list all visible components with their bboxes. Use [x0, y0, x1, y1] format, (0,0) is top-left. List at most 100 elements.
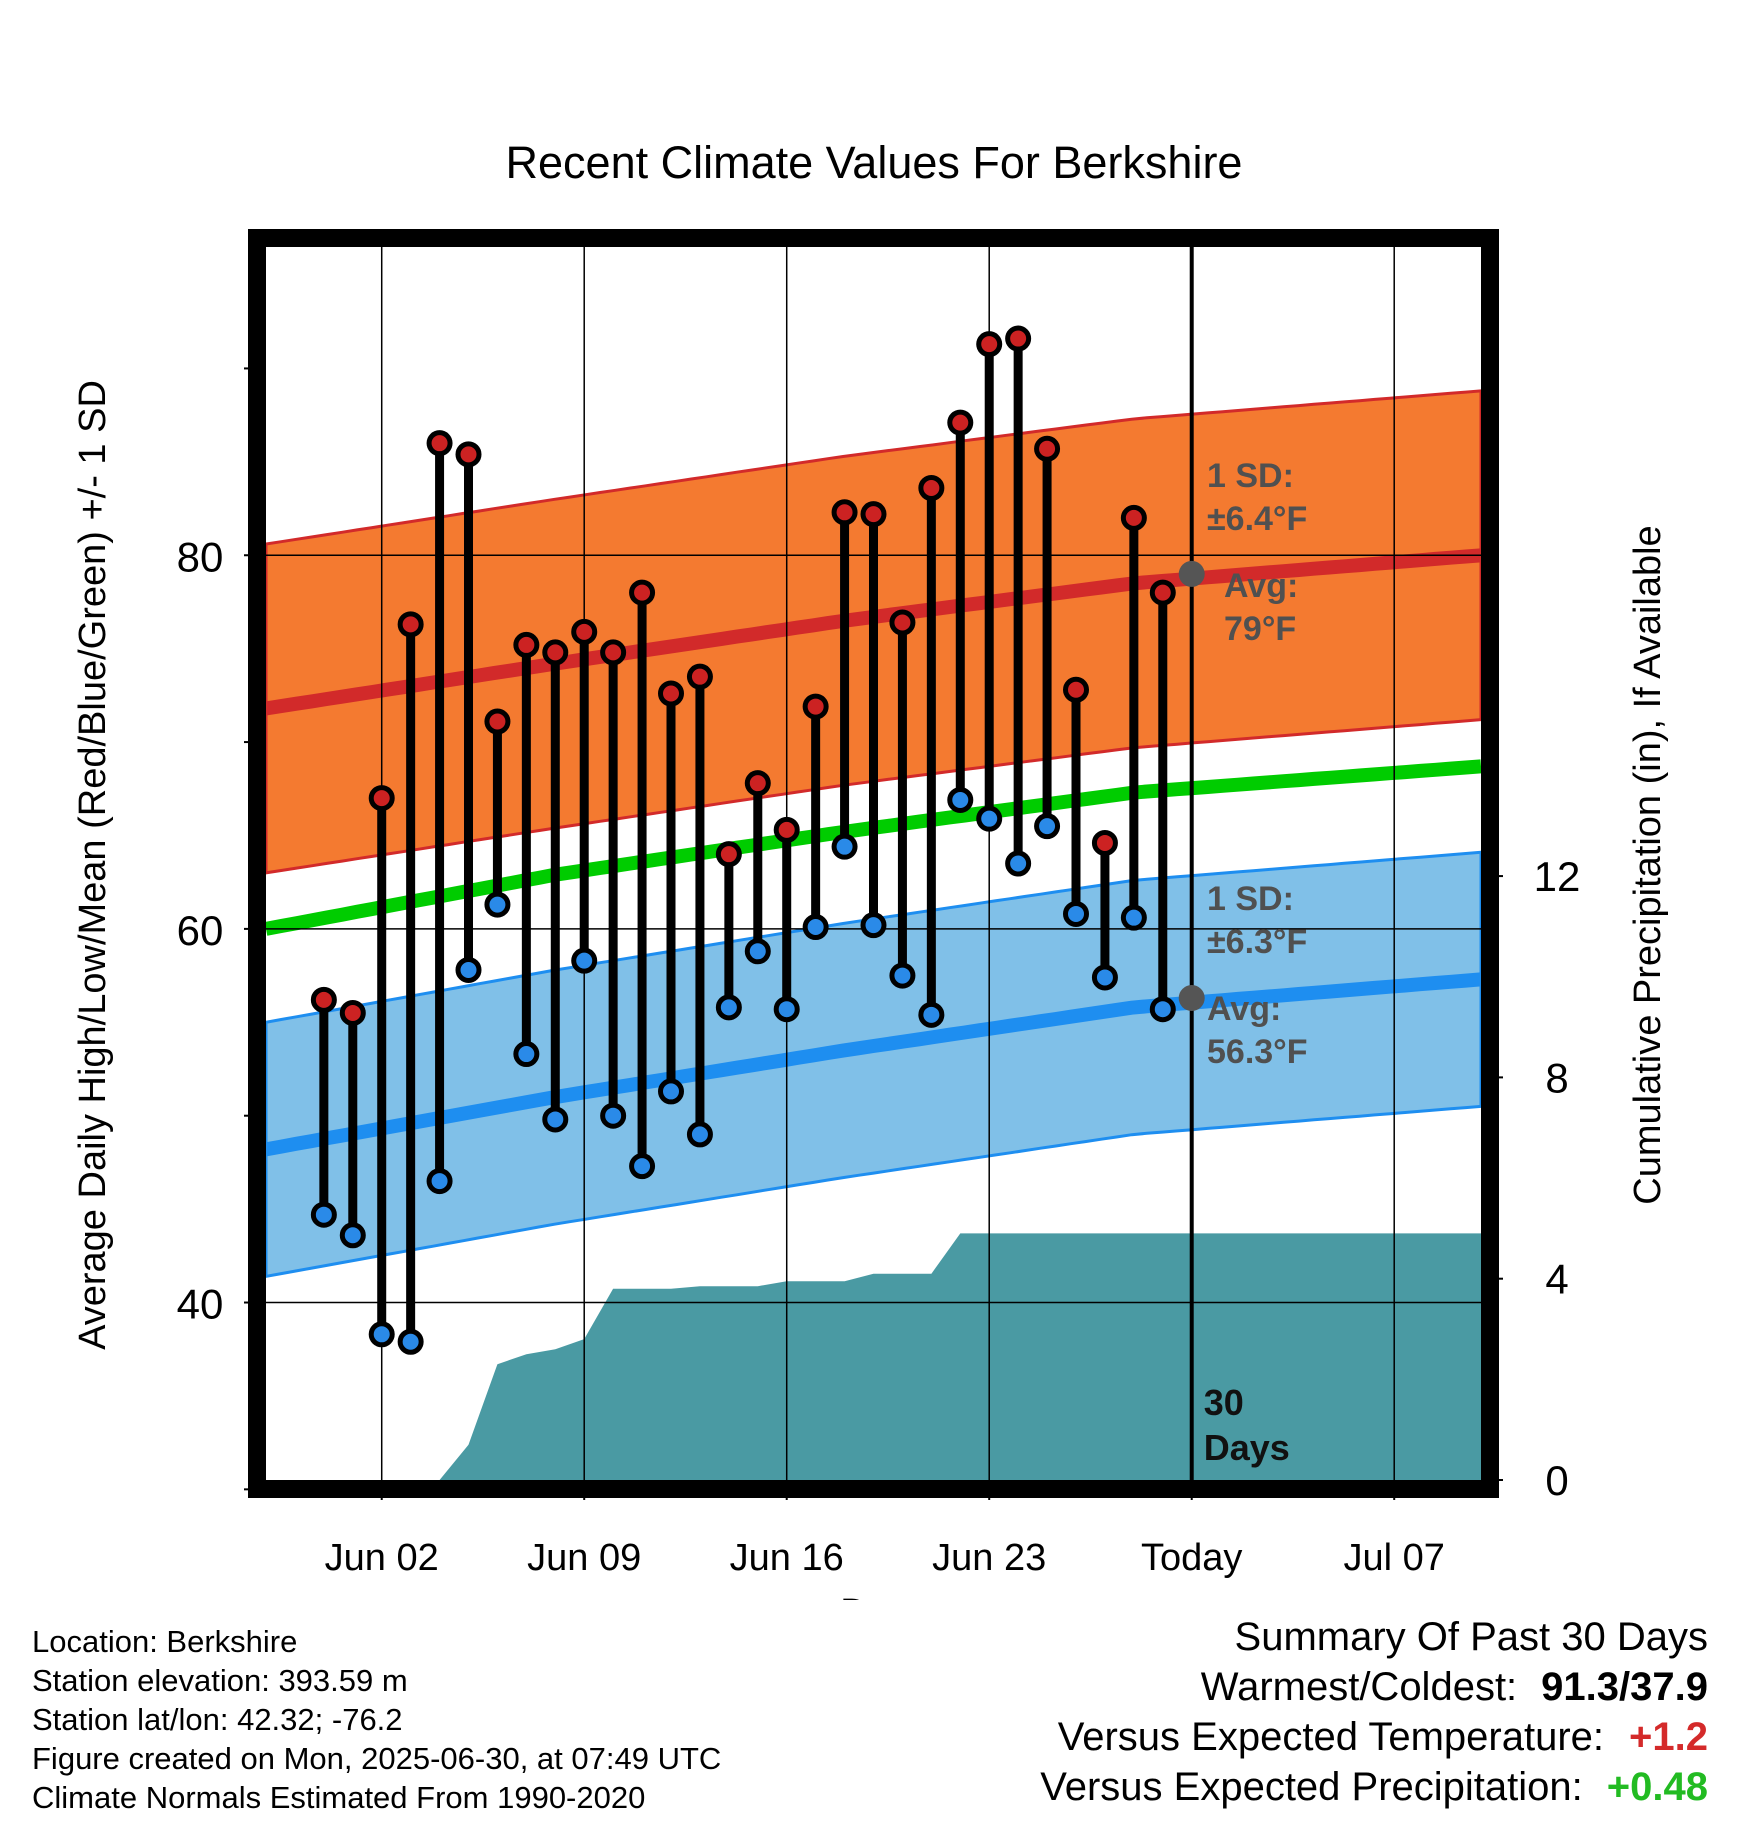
precip-label: Versus Expected Precipitation: — [1040, 1765, 1583, 1809]
y-right-tick-label: 0 — [1545, 1457, 1568, 1504]
daily-low-point — [744, 938, 771, 965]
daily-low-point — [918, 1001, 945, 1028]
daily-low-point — [339, 1222, 366, 1249]
summary-panel: Summary Of Past 30 Days Warmest/Coldest:… — [1040, 1612, 1708, 1812]
y-right-tick-label: 12 — [1534, 853, 1581, 900]
daily-high-point — [947, 409, 974, 436]
daily-low-point — [484, 891, 511, 918]
low-normal-line — [266, 972, 1481, 1157]
x-tick-label: Jun 09 — [527, 1537, 641, 1579]
daily-high-point — [715, 841, 742, 868]
daily-low-point — [571, 947, 598, 974]
daily-low-point — [658, 1078, 684, 1105]
daily-low-point — [1005, 850, 1032, 877]
daily-low-point — [1149, 996, 1176, 1023]
high-avg-label: Avg: — [1224, 567, 1298, 605]
low-sd-band — [266, 850, 1481, 1278]
low-sd-label: 1 SD: — [1207, 880, 1294, 918]
plot-clipped — [266, 247, 1481, 1480]
daily-low-point — [715, 994, 742, 1021]
daily-high-point — [542, 639, 569, 666]
x-axis-label: Day — [840, 1592, 908, 1600]
daily-high-point — [1005, 325, 1032, 352]
y-axis-left-label: Average Daily High/Low/Mean (Red/Blue/Gr… — [72, 380, 114, 1350]
daily-low-point — [368, 1321, 395, 1348]
low-avg-value: 56.3°F — [1207, 1033, 1308, 1071]
daily-high-point — [455, 441, 482, 468]
y-right-tick-label: 4 — [1545, 1256, 1568, 1303]
y-left-tick-label: 60 — [177, 907, 224, 954]
y-axis-right-label: Cumulative Precipitation (in), If Availa… — [1627, 525, 1669, 1204]
today-days-label: Days — [1204, 1427, 1290, 1468]
daily-low-point — [802, 914, 829, 941]
normals-text: Climate Normals Estimated From 1990-2020 — [32, 1780, 646, 1815]
precip-area — [266, 1233, 1481, 1480]
daily-high-point — [773, 816, 800, 843]
summary-precip: Versus Expected Precipitation: +0.48 — [1040, 1762, 1708, 1812]
daily-low-point — [1034, 813, 1061, 840]
x-tick-label: Jun 02 — [325, 1537, 439, 1579]
low-avg-label: Avg: — [1207, 990, 1281, 1028]
x-tick-label: Jul 07 — [1344, 1537, 1445, 1579]
climate-chart: Recent Climate Values For Berkshire 1 SD… — [72, 137, 1669, 1600]
location-text: Location: Berkshire — [32, 1624, 298, 1659]
warm-cold-label: Warmest/Coldest: — [1200, 1665, 1518, 1709]
created-text: Figure created on Mon, 2025-06-30, at 07… — [32, 1741, 722, 1776]
daily-high-point — [831, 499, 858, 526]
plot-content: 1 SD: ±6.4°F Avg: 79°F 1 SD: ±6.3°F Avg: 56.3°F… — [177, 229, 1581, 1579]
x-tick-label: Jun 16 — [730, 1537, 844, 1579]
chart-title: Recent Climate Values For Berkshire — [506, 137, 1243, 188]
low-sd-value: ±6.3°F — [1207, 923, 1307, 961]
daily-high-point — [484, 708, 511, 735]
daily-high-point — [1149, 579, 1176, 606]
elevation-text: Station elevation: 393.59 m — [32, 1663, 408, 1698]
daily-low-point — [773, 996, 800, 1023]
daily-low-point — [600, 1102, 627, 1129]
warm-cold-value: 91.3/37.9 — [1541, 1665, 1708, 1709]
today-low-avg-marker — [1178, 985, 1205, 1012]
plot-frame — [248, 229, 1499, 1498]
high-sd-label: 1 SD: — [1207, 457, 1294, 495]
y-right-tick-label: 8 — [1545, 1054, 1568, 1101]
daily-low-point — [1063, 900, 1089, 927]
daily-low-point — [1120, 904, 1147, 931]
daily-high-point — [889, 609, 916, 636]
x-tick-label: Today — [1141, 1537, 1242, 1579]
daily-low-point — [542, 1106, 569, 1133]
daily-high-point — [1063, 676, 1089, 703]
daily-high-point — [368, 785, 395, 812]
daily-low-point — [976, 805, 1003, 832]
daily-high-point — [571, 618, 598, 645]
daily-high-point — [629, 579, 656, 606]
daily-high-point — [1120, 504, 1147, 531]
daily-high-point — [1091, 829, 1118, 856]
temp-value: +1.2 — [1629, 1715, 1708, 1759]
daily-high-point — [744, 770, 771, 797]
daily-low-point — [455, 956, 482, 983]
daily-low-point — [629, 1153, 656, 1180]
daily-high-point — [802, 693, 829, 720]
daily-low-point — [947, 786, 974, 813]
y-left-tick-label: 40 — [177, 1281, 224, 1328]
y-left-tick-label: 80 — [177, 533, 224, 580]
daily-low-point — [426, 1168, 453, 1195]
daily-low-point — [831, 833, 858, 860]
daily-low-point — [1091, 964, 1118, 991]
today-count-label: 30 — [1204, 1382, 1244, 1423]
daily-high-point — [339, 999, 366, 1026]
daily-high-point — [918, 474, 945, 501]
daily-high-point — [310, 986, 337, 1013]
high-avg-value: 79°F — [1224, 610, 1296, 648]
today-high-avg-marker — [1178, 560, 1205, 587]
summary-title: Summary Of Past 30 Days — [1234, 1615, 1708, 1659]
daily-high-point — [686, 663, 713, 690]
temp-label: Versus Expected Temperature: — [1057, 1715, 1604, 1759]
daily-high-point — [860, 501, 887, 528]
daily-high-point — [976, 331, 1003, 358]
daily-low-point — [889, 962, 916, 989]
latlon-text: Station lat/lon: 42.32; -76.2 — [32, 1702, 403, 1737]
summary-warm-cold: Warmest/Coldest: 91.3/37.9 — [1040, 1662, 1708, 1712]
daily-high-point — [1034, 435, 1061, 462]
daily-low-point — [513, 1041, 540, 1068]
high-sd-value: ±6.4°F — [1207, 500, 1307, 538]
